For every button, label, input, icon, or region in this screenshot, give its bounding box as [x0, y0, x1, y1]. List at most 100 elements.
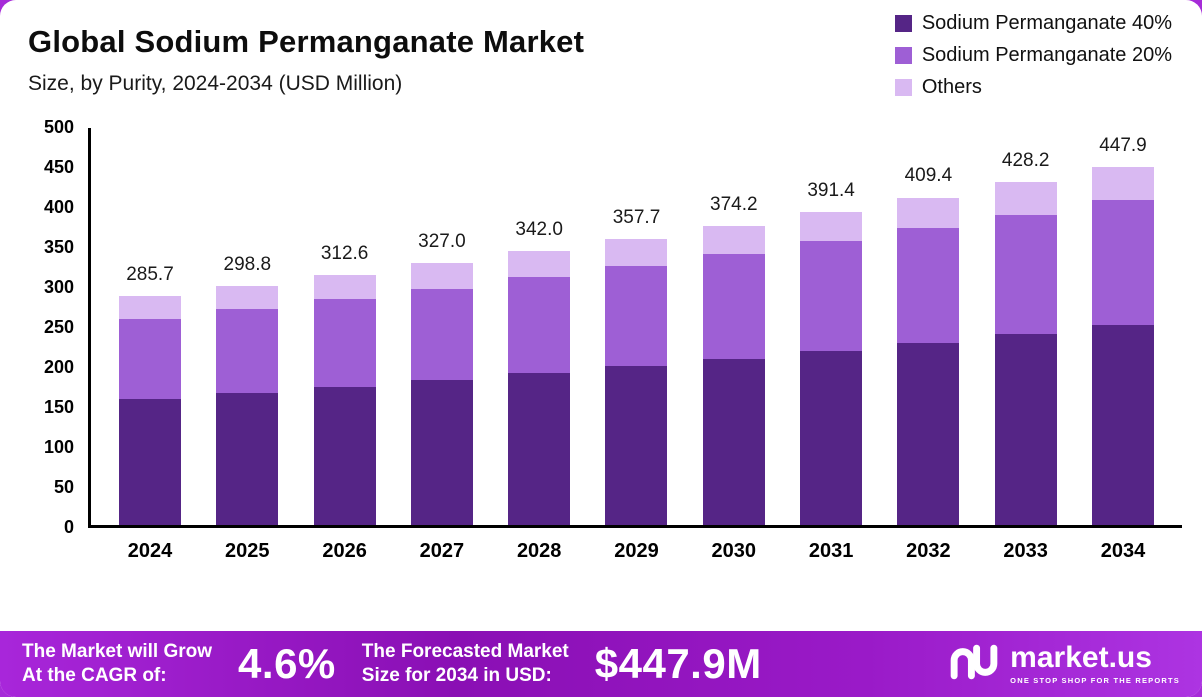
bar-segment-sp40 — [702, 358, 765, 525]
x-tick-label: 2025 — [225, 540, 270, 562]
chart-header: Global Sodium Permanganate Market Size, … — [28, 24, 584, 96]
bar-total-label: 312.6 — [320, 242, 369, 264]
x-tick-label: 2034 — [1100, 540, 1146, 562]
y-tick-label: 300 — [43, 277, 74, 297]
marketus-logo-icon — [948, 643, 1000, 686]
y-tick-label: 350 — [43, 237, 74, 257]
y-tick-label: 50 — [53, 477, 74, 497]
y-tick-label: 150 — [43, 397, 74, 417]
x-tick-label: 2024 — [127, 540, 173, 562]
x-tick-label: 2030 — [711, 540, 757, 562]
bottom-banner: The Market will Grow At the CAGR of: 4.6… — [0, 631, 1202, 697]
bars-row: 285.7 2024 298.8 2025 312.6 2026 327.0 2027 342.… — [91, 128, 1182, 562]
bar-column: 447.9 2034 — [1091, 128, 1154, 562]
forecast-value: $447.9M — [594, 640, 762, 687]
bar-total-label: 409.4 — [904, 165, 953, 187]
legend-item: Others — [894, 76, 1172, 99]
bar-segment-others — [605, 238, 668, 266]
cagr-value: 4.6% — [238, 640, 336, 687]
forecast-label: The Forecasted Market Size for 2034 in U… — [361, 641, 569, 686]
x-tick-label: 2026 — [322, 540, 367, 562]
bar-column: 285.7 2024 — [119, 128, 181, 562]
bar-segment-sp40 — [605, 365, 668, 525]
bar-column: 391.4 2031 — [800, 128, 863, 562]
legend-item: Sodium Permanganate 40% — [894, 12, 1172, 35]
bar-total-label: 327.0 — [418, 231, 466, 253]
bar-column: 409.4 2032 — [897, 128, 960, 562]
logo-tagline: ONE STOP SHOP FOR THE REPORTS — [1010, 676, 1180, 685]
plot-area: 285.7 2024 298.8 2025 312.6 2026 327.0 2027 342.… — [88, 128, 1182, 562]
bar-column: 327.0 2027 — [410, 128, 473, 562]
bar-segment-others — [410, 263, 473, 290]
bar-segment-others — [508, 251, 571, 277]
bar-segment-others — [313, 274, 376, 299]
y-tick-label: 200 — [43, 357, 74, 377]
y-tick-label: 250 — [43, 317, 74, 337]
x-tick-label: 2031 — [808, 540, 854, 562]
y-tick-label: 0 — [63, 517, 74, 537]
bar-segment-sp40 — [1091, 325, 1154, 525]
bar-segment-sp40 — [800, 350, 863, 525]
bar-segment-others — [1091, 166, 1154, 201]
legend-item: Sodium Permanganate 20% — [894, 44, 1172, 67]
marketus-logo: market.us ONE STOP SHOP FOR THE REPORTS — [948, 643, 1180, 686]
bar-segment-sp20 — [1091, 200, 1154, 325]
cagr-label: The Market will Grow At the CAGR of: — [22, 641, 213, 686]
y-tick-label: 450 — [43, 157, 74, 177]
x-tick-label: 2033 — [1003, 540, 1048, 562]
bar-column: 428.2 2033 — [994, 128, 1057, 562]
legend-label: Sodium Permanganate 20% — [921, 44, 1172, 66]
bar-segment-sp40 — [216, 393, 279, 525]
bar-segment-sp20 — [897, 228, 960, 343]
bar-segment-sp20 — [410, 289, 473, 381]
bar-total-label: 391.4 — [807, 179, 855, 201]
x-tick-label: 2032 — [906, 540, 951, 562]
bar-total-label: 357.7 — [612, 206, 661, 228]
bar-segment-sp20 — [994, 214, 1057, 334]
bar-total-label: 447.9 — [1099, 134, 1147, 156]
legend-label: Sodium Permanganate 40% — [921, 12, 1172, 34]
bar-segment-sp20 — [508, 277, 571, 373]
bar-segment-sp40 — [508, 373, 571, 525]
legend: Sodium Permanganate 40% Sodium Permangana… — [894, 12, 1172, 99]
marketus-logo-text: market.us ONE STOP SHOP FOR THE REPORTS — [1010, 641, 1180, 686]
bar-segment-sp20 — [605, 265, 668, 366]
bar-segment-sp20 — [313, 298, 376, 388]
bar-segment-others — [702, 225, 765, 254]
bar-total-label: 285.7 — [126, 264, 174, 286]
bar-segment-sp20 — [702, 253, 765, 359]
bar-column: 312.6 2026 — [313, 128, 376, 562]
chart-subtitle: Size, by Purity, 2024-2034 (USD Million) — [28, 72, 403, 95]
bar-total-label: 298.8 — [223, 253, 272, 275]
x-tick-label: 2028 — [516, 540, 562, 562]
legend-swatch — [894, 47, 912, 64]
bar-segment-sp20 — [800, 241, 863, 351]
y-axis: 0 50 100 150 200 250 300 350 400 450 500 — [20, 117, 82, 537]
bar-segment-others — [994, 182, 1057, 215]
bar-total-label: 428.2 — [1001, 150, 1050, 172]
bar-segment-sp40 — [994, 333, 1057, 525]
bar-column: 342.0 2028 — [508, 128, 571, 562]
bar-segment-sp40 — [897, 342, 960, 525]
legend-swatch — [894, 15, 912, 32]
bar-segment-sp20 — [216, 309, 279, 393]
bar-segment-others — [216, 285, 279, 309]
bar-segment-others — [800, 211, 863, 242]
chart-title: Global Sodium Permanganate Market — [28, 24, 585, 59]
bar-total-label: 342.0 — [515, 219, 563, 241]
bar-column: 298.8 2025 — [216, 128, 279, 562]
bar-segment-sp20 — [119, 318, 181, 400]
bar-segment-others — [119, 296, 181, 319]
y-tick-label: 500 — [43, 117, 74, 137]
bar-total-label: 374.2 — [710, 193, 758, 215]
legend-swatch — [894, 79, 912, 96]
x-tick-label: 2029 — [614, 540, 659, 562]
bar-segment-sp40 — [410, 380, 473, 525]
y-tick-label: 100 — [43, 437, 74, 457]
legend-label: Others — [921, 76, 982, 98]
bar-segment-others — [897, 197, 960, 229]
x-tick-label: 2027 — [419, 540, 465, 562]
logo-name: market.us — [1010, 641, 1152, 674]
bar-column: 374.2 2030 — [702, 128, 765, 562]
